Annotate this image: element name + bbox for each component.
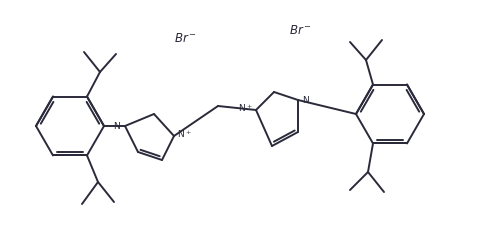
Text: N$^+$: N$^+$ bbox=[177, 128, 192, 140]
Text: N$^+$: N$^+$ bbox=[239, 102, 253, 114]
Text: N: N bbox=[302, 96, 309, 105]
Text: Br$^-$: Br$^-$ bbox=[288, 23, 312, 37]
Text: Br$^-$: Br$^-$ bbox=[174, 32, 196, 45]
Text: N: N bbox=[113, 122, 120, 130]
